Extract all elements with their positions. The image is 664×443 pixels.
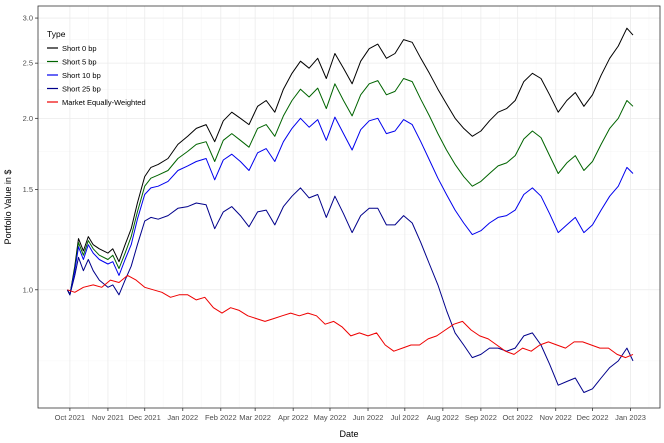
legend-label-short-5-bp: Short 5 bp (62, 57, 97, 66)
y-tick-label: 1.0 (23, 285, 33, 294)
plot-panel (38, 6, 660, 408)
x-tick-label: Mar 2022 (239, 413, 271, 422)
x-tick-label: Dec 2021 (129, 413, 161, 422)
series-line-short-0-bp (66, 27, 634, 296)
x-tick-label: Sep 2022 (465, 413, 497, 422)
y-axis-title: Portfolio Value in $ (3, 170, 13, 245)
x-tick-label: Oct 2021 (55, 413, 85, 422)
x-tick-label: Apr 2022 (278, 413, 308, 422)
y-tick-label: 2.5 (23, 59, 33, 68)
series-line-short-25-bp (66, 187, 634, 393)
x-tick-label: Jun 2022 (353, 413, 384, 422)
legend-label-short-10-bp: Short 10 bp (62, 71, 101, 80)
grid-lines (38, 6, 660, 408)
x-axis-title: Date (339, 429, 358, 439)
plot-border (37, 5, 661, 409)
y-tick-label: 3.0 (23, 14, 33, 23)
x-tick-label: Jan 2023 (615, 413, 646, 422)
legend-items: Short 0 bp Short 5 bp Short 10 bp Short 25 … (47, 44, 146, 107)
x-tick-label: Oct 2022 (502, 413, 532, 422)
x-axis: Oct 2021 Nov 2021 Dec 2021 Jan 2022 Feb 2022… (55, 408, 646, 422)
x-tick-label: Aug 2022 (427, 413, 459, 422)
series-line-market-equally-weighted (67, 274, 634, 359)
x-tick-label: Dec 2022 (576, 413, 608, 422)
x-tick-label: Jul 2022 (391, 413, 419, 422)
x-tick-label: May 2022 (314, 413, 347, 422)
x-tick-label: Feb 2022 (205, 413, 237, 422)
y-tick-label: 1.5 (23, 185, 33, 194)
x-tick-label: Jan 2022 (167, 413, 198, 422)
y-axis: 1.0 1.5 2.0 2.5 3.0 (23, 14, 38, 294)
series-line-short-10-bp (66, 116, 634, 296)
legend-title: Type (47, 29, 66, 39)
y-tick-label: 2.0 (23, 114, 33, 123)
legend-label-short-0-bp: Short 0 bp (62, 44, 97, 53)
series-line-short-5-bp (66, 78, 634, 296)
series-lines (66, 27, 634, 393)
legend-label-short-25-bp: Short 25 bp (62, 84, 101, 93)
legend-label-market-equally-weighted: Market Equally-Weighted (62, 98, 146, 107)
x-tick-label: Nov 2022 (540, 413, 572, 422)
x-tick-label: Nov 2021 (92, 413, 124, 422)
